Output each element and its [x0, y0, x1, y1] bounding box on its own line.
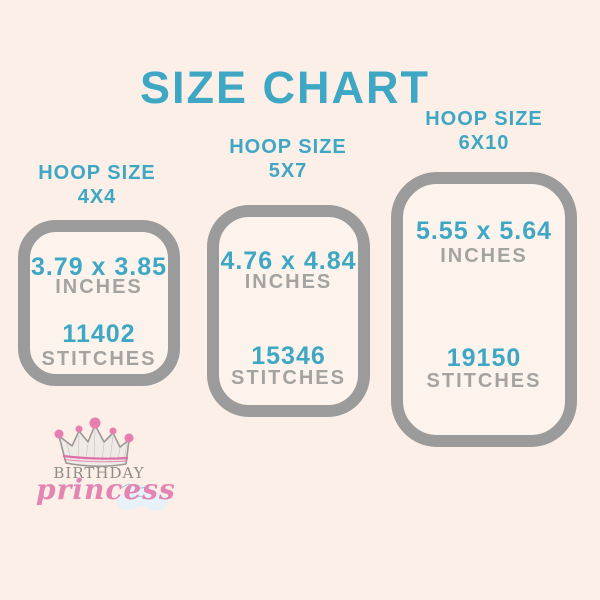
- stitches-label: STITCHES: [231, 367, 346, 389]
- hoop-size-label: HOOP SIZE 6X10: [400, 107, 568, 155]
- inches-label: INCHES: [55, 276, 143, 298]
- stitch-count: 15346: [251, 342, 326, 370]
- hoop-size-label-line2: 5X7: [268, 160, 308, 182]
- hoop-outline-box: 4.76 x 4.84 INCHES 15346 STITCHES: [207, 205, 370, 417]
- brand-logo: BIRTHDAY princess: [36, 414, 176, 526]
- hoop-outline-box: 3.79 x 3.85 INCHES 11402 STITCHES: [18, 220, 180, 386]
- stitches-label: STITCHES: [426, 370, 542, 392]
- hoop-size-label-line1: HOOP SIZE: [38, 162, 156, 184]
- brand-name-birthday: BIRTHDAY: [53, 464, 145, 482]
- cloud-icon: [117, 483, 168, 511]
- stitch-count: 11402: [62, 320, 136, 348]
- hoop-size-label: HOOP SIZE 5X7: [205, 135, 371, 183]
- hoop-outline-box: 5.55 x 5.64 INCHES 19150 STITCHES: [391, 172, 577, 447]
- stitches-label: STITCHES: [41, 348, 157, 370]
- inches-label: INCHES: [440, 245, 528, 267]
- page-title: SIZE CHART: [140, 62, 430, 113]
- hoop-size-label-line1: HOOP SIZE: [229, 136, 347, 158]
- dimensions-value: 5.55 x 5.64: [415, 217, 553, 245]
- hoop-size-label-line2: 4X4: [77, 186, 117, 208]
- hoop-size-label: HOOP SIZE 4X4: [16, 161, 178, 209]
- hoop-size-label-line2: 6X10: [458, 132, 510, 154]
- brand-name-princess: princess: [36, 473, 176, 506]
- dimensions-value: 4.76 x 4.84: [220, 247, 357, 275]
- stitch-count: 19150: [446, 344, 522, 372]
- dimensions-value: 3.79 x 3.85: [30, 253, 168, 281]
- inches-label: INCHES: [244, 271, 333, 293]
- hoop-size-label-line1: HOOP SIZE: [425, 108, 543, 130]
- crown-icon: [54, 417, 168, 511]
